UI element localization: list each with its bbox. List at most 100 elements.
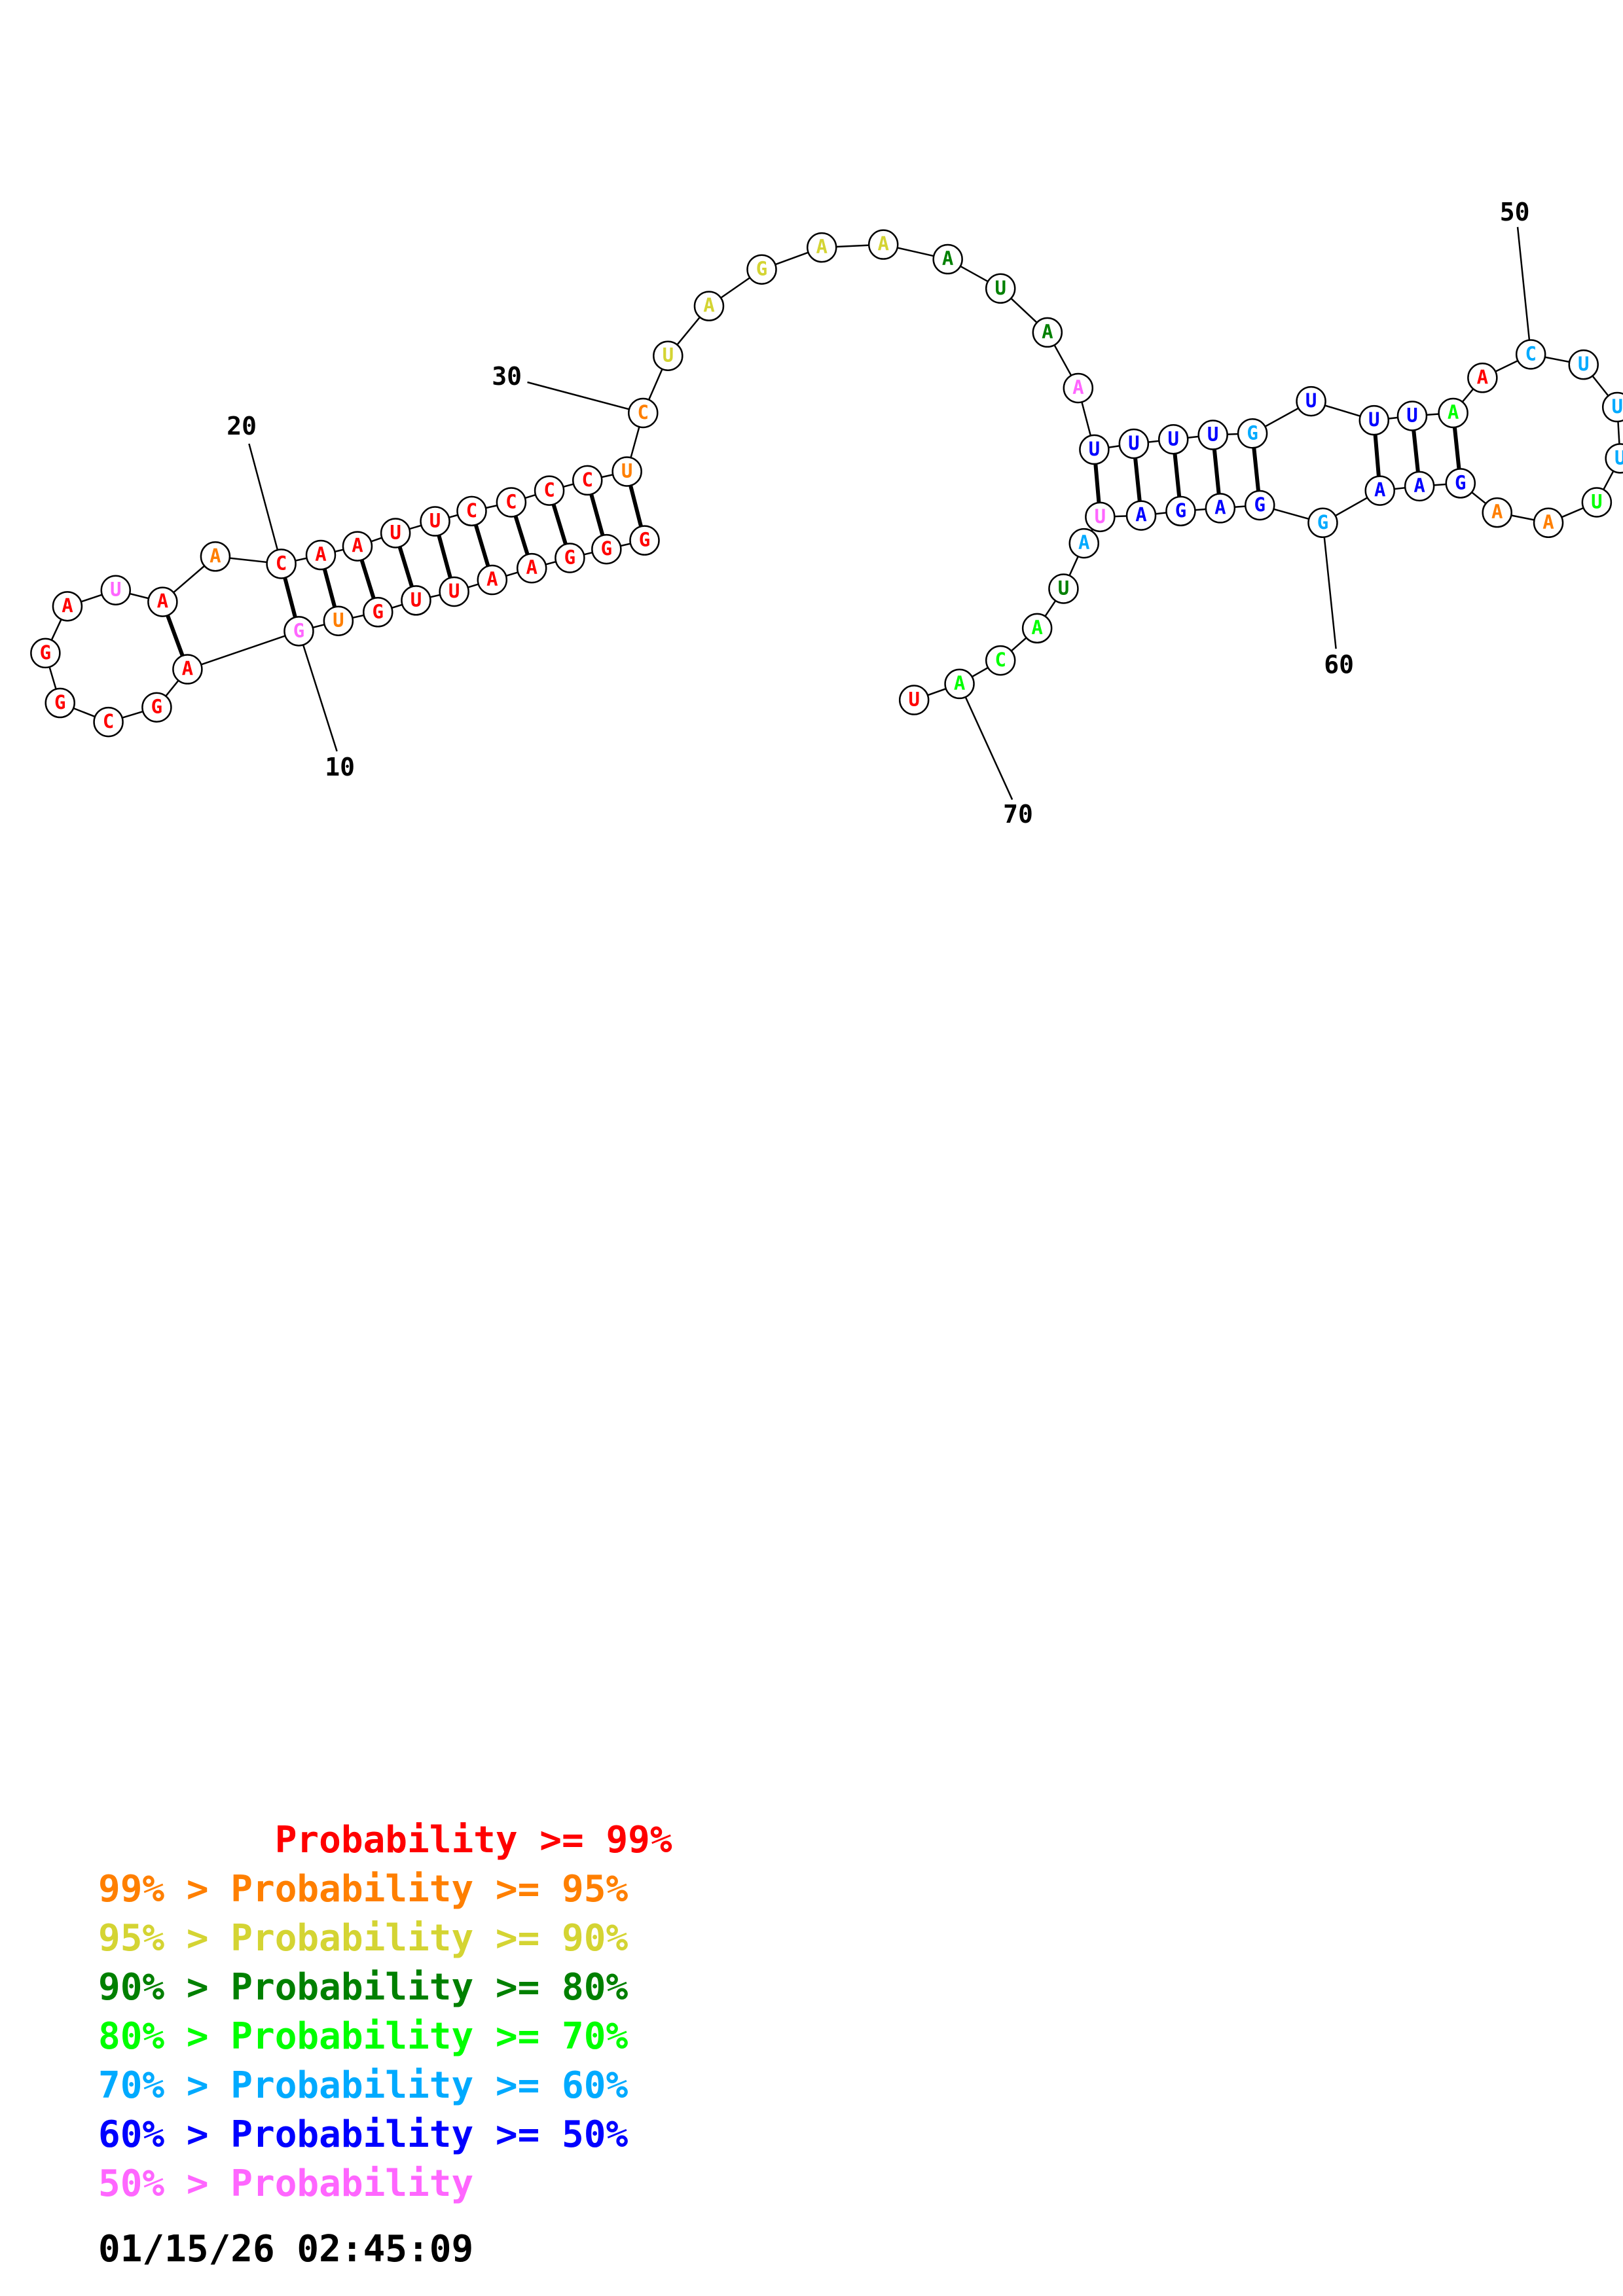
nucleotide-circle bbox=[363, 597, 393, 628]
nucleotide: C bbox=[496, 487, 527, 518]
nucleotide-letter: A bbox=[157, 590, 168, 613]
nucleotide: A bbox=[305, 539, 337, 571]
nucleotide-letter: U bbox=[1128, 432, 1139, 454]
legend-entry: 60% > Probability >= 50% bbox=[98, 2113, 628, 2156]
nucleotide-letter: G bbox=[1175, 499, 1186, 522]
nucleotide-circle bbox=[898, 685, 930, 715]
nucleotide-circle bbox=[746, 254, 777, 285]
probability-legend: Probability >= 99% 99% > Probability >= 9… bbox=[98, 1819, 672, 2205]
nucleotide-letter: C bbox=[582, 469, 593, 491]
nucleotide: U bbox=[985, 273, 1016, 304]
nucleotide-letter: G bbox=[1455, 471, 1466, 493]
legend-entry: 50% > Probability bbox=[98, 2162, 473, 2205]
nucleotide-circle bbox=[420, 506, 450, 537]
nucleotide: A bbox=[1205, 493, 1236, 524]
nucleotide: U bbox=[380, 518, 411, 548]
nucleotide-circle bbox=[1068, 528, 1099, 559]
position-label: 50 bbox=[1500, 198, 1530, 226]
nucleotide: U bbox=[1605, 443, 1623, 474]
nucleotide-circle bbox=[323, 605, 354, 636]
nucleotide-letter: A bbox=[210, 545, 221, 567]
nucleotide: U bbox=[1118, 428, 1150, 459]
nucleotide-circle bbox=[1197, 420, 1228, 450]
nucleotide-circle bbox=[305, 539, 337, 571]
nucleotide-letter: U bbox=[333, 609, 344, 632]
nucleotide: A bbox=[1125, 500, 1157, 531]
legend-entry: 99% > Probability >= 95% bbox=[98, 1868, 628, 1910]
nucleotide-letter: G bbox=[40, 641, 51, 664]
position-label: 70 bbox=[1003, 800, 1033, 829]
nucleotide: G bbox=[1445, 468, 1476, 499]
nucleotide-letter: U bbox=[1368, 408, 1379, 431]
legend-entry: Probability >= 99% bbox=[98, 1819, 672, 1861]
nucleotide-circle bbox=[1125, 500, 1157, 531]
legend-entry: 90% > Probability >= 80% bbox=[98, 1966, 628, 2009]
nucleotide-letter: U bbox=[663, 344, 674, 367]
nucleotide-letter: G bbox=[373, 600, 384, 622]
nucleotide-circle bbox=[147, 586, 178, 617]
position-tick bbox=[527, 381, 644, 414]
nucleotide: G bbox=[283, 616, 314, 647]
nucleotide-letter: A bbox=[877, 233, 888, 255]
nucleotide-letter: A bbox=[1214, 496, 1226, 518]
nucleotide-circle bbox=[555, 543, 585, 573]
nucleotide: U bbox=[100, 575, 132, 605]
nucleotide: A bbox=[1438, 397, 1468, 429]
backbone-segment bbox=[187, 630, 299, 670]
nucleotide-letter: U bbox=[1406, 404, 1417, 426]
nucleotide-circle bbox=[867, 229, 899, 260]
nucleotide-circle bbox=[516, 552, 547, 584]
nucleotide-circle bbox=[1605, 443, 1623, 474]
nucleotide-circle bbox=[1404, 471, 1435, 502]
nucleotide-circle bbox=[1581, 487, 1613, 518]
nucleotide-circle bbox=[172, 654, 203, 685]
nucleotide-letter: C bbox=[638, 401, 649, 423]
nucleotide-letter: A bbox=[526, 556, 537, 579]
nucleotide: A bbox=[516, 552, 547, 584]
nucleotide: G bbox=[746, 254, 777, 285]
nucleotide: G bbox=[45, 687, 75, 719]
nucleotide-circle bbox=[1533, 507, 1564, 539]
nucleotide: U bbox=[1601, 391, 1623, 423]
nucleotide-circle bbox=[93, 706, 124, 738]
nucleotide-letter: A bbox=[1078, 531, 1089, 554]
nucleotide: U bbox=[1359, 404, 1390, 436]
nucleotide-circle bbox=[401, 585, 431, 616]
nucleotide-letter: U bbox=[1089, 438, 1100, 460]
nucleotide-circle bbox=[1467, 363, 1498, 393]
nucleotide-letter: C bbox=[276, 552, 287, 574]
nucleotide: A bbox=[1467, 363, 1498, 393]
nucleotide-circle bbox=[30, 637, 61, 669]
nucleotide: C bbox=[1515, 339, 1546, 370]
nucleotide-circle bbox=[45, 687, 75, 719]
nucleotide: U bbox=[1296, 386, 1326, 417]
nucleotide-letter: A bbox=[1448, 401, 1459, 423]
nucleotide-letter: A bbox=[486, 568, 498, 590]
nucleotide-letter: A bbox=[1542, 511, 1554, 533]
nucleotide: A bbox=[1404, 471, 1435, 502]
legend-entry: 70% > Probability >= 60% bbox=[98, 2064, 628, 2107]
nucleotide: A bbox=[693, 291, 725, 321]
legend-entry: 80% > Probability >= 70% bbox=[98, 2015, 628, 2058]
nucleotide-letter: G bbox=[601, 537, 612, 560]
nucleotide: U bbox=[420, 506, 450, 537]
position-tick bbox=[1322, 522, 1337, 649]
nucleotide-letter: A bbox=[352, 535, 363, 557]
nucleotide: A bbox=[172, 654, 203, 685]
nucleotide: A bbox=[1032, 317, 1063, 348]
nucleotide-letter: U bbox=[1305, 389, 1317, 412]
nucleotide: A bbox=[477, 564, 508, 596]
nucleotide-letter: A bbox=[1031, 617, 1042, 639]
nucleotide-letter: G bbox=[54, 691, 65, 713]
nucleotide-circle bbox=[944, 668, 975, 700]
nucleotide-circle bbox=[439, 576, 469, 607]
nucleotide: C bbox=[572, 465, 603, 496]
nucleotide: A bbox=[52, 591, 83, 622]
nucleotide-letter: U bbox=[410, 588, 422, 611]
nucleotide-letter: G bbox=[151, 696, 162, 718]
position-labels: 10 20 30 50 60 70 bbox=[227, 198, 1529, 829]
nucleotide-circle bbox=[380, 518, 411, 548]
nucleotide-letter: G bbox=[1254, 493, 1266, 516]
nucleotide: U bbox=[1048, 573, 1079, 604]
